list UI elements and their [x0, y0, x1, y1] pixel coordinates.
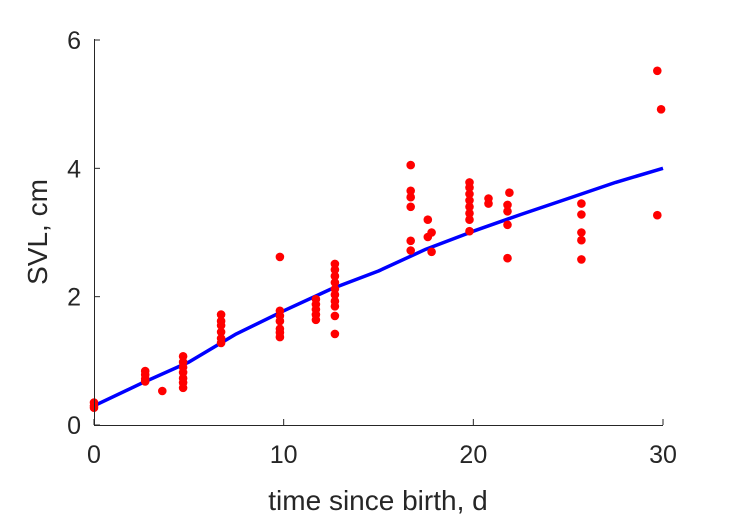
data-point: [465, 202, 474, 212]
data-point: [577, 228, 586, 237]
data-point: [427, 228, 436, 237]
data-point: [330, 311, 340, 321]
fit-curve: [93, 166, 664, 408]
data-point: [311, 294, 321, 304]
x-tick-label: 30: [649, 441, 677, 469]
x-axis-label: time since birth, d: [268, 485, 487, 516]
data-point: [158, 386, 167, 396]
y-tick-label: 2: [67, 284, 81, 312]
x-tick-label: 20: [459, 441, 487, 469]
plot-area: [89, 66, 666, 413]
data-point: [406, 246, 416, 255]
data-point: [216, 316, 226, 326]
data-point: [484, 194, 493, 203]
data-point: [406, 192, 416, 202]
data-point: [465, 226, 474, 236]
data-point: [423, 215, 433, 224]
data-point: [406, 202, 416, 212]
data-point: [330, 284, 340, 294]
data-point: [465, 209, 474, 218]
data-point: [406, 186, 416, 196]
data-point: [503, 220, 512, 230]
data-point: [330, 271, 340, 281]
data-point: [216, 327, 226, 337]
x-tick-label: 10: [270, 441, 298, 469]
data-point: [505, 188, 514, 197]
data-point: [656, 105, 666, 114]
y-tick-label: 6: [67, 27, 81, 55]
data-point: [465, 189, 474, 199]
data-point: [653, 66, 662, 76]
y-axis-label: SVL, cm: [22, 179, 53, 285]
data-point: [140, 366, 150, 376]
axes: [94, 39, 663, 426]
data-point: [330, 296, 340, 306]
data-point: [577, 255, 586, 264]
data-point: [503, 200, 512, 210]
data-point: [577, 235, 586, 245]
data-point: [427, 247, 436, 257]
ticks: 0 10 20 30 0 2 4 6: [67, 27, 677, 469]
x-tick-label: 0: [87, 441, 101, 469]
data-point: [503, 253, 512, 263]
data-point: [178, 352, 188, 361]
data-point: [275, 324, 285, 334]
data-point: [465, 178, 474, 187]
data-point: [275, 252, 285, 262]
data-point: [503, 207, 512, 216]
data-point: [216, 334, 226, 343]
data-point: [577, 199, 586, 208]
y-tick-label: 4: [67, 155, 81, 183]
data-point: [653, 210, 662, 220]
data-point: [577, 210, 586, 219]
data-point: [406, 236, 416, 246]
data-point: [216, 310, 226, 319]
data-point: [330, 259, 340, 269]
data-point: [330, 329, 340, 339]
y-tick-label: 0: [67, 412, 81, 440]
data-point: [465, 215, 474, 224]
data-point: [275, 306, 285, 316]
data-point: [330, 278, 340, 287]
data-point: [406, 160, 416, 170]
data-point: [465, 196, 474, 205]
